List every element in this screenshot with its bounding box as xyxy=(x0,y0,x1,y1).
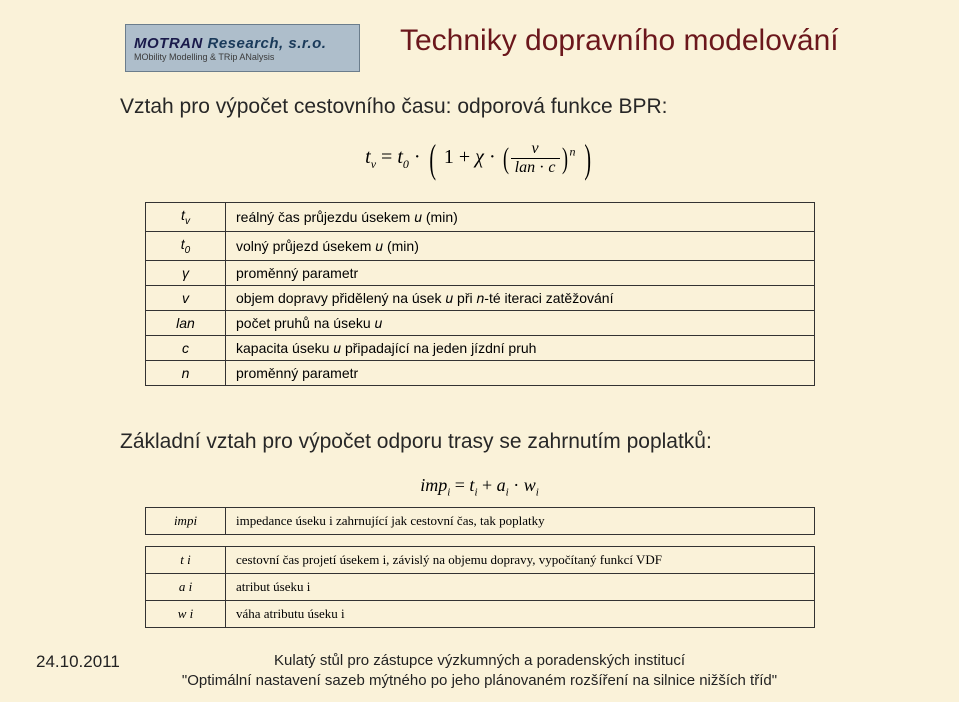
description-cell: kapacita úseku u připadající na jeden jí… xyxy=(226,335,815,360)
symbol-cell: w i xyxy=(146,601,226,628)
section-heading-bpr: Vztah pro výpočet cestovního času: odpor… xyxy=(120,95,667,119)
footer-line-2: "Optimální nastavení sazeb mýtného po je… xyxy=(0,671,959,691)
page-title: Techniky dopravního modelování xyxy=(400,24,940,58)
table-row: lanpočet pruhů na úseku u xyxy=(146,310,815,335)
footer-line-1: Kulatý stůl pro zástupce výzkumných a po… xyxy=(0,651,959,671)
logo-name: MOTRAN Research, s.r.o. xyxy=(134,35,326,52)
table-row: a iatribut úseku i xyxy=(146,574,815,601)
formula-bpr: tv = t0 · ( 1 + χ · ( v lan · c )n ) xyxy=(0,140,959,177)
symbol-cell: γ xyxy=(146,260,226,285)
description-cell: reálný čas průjezdu úsekem u (min) xyxy=(226,203,815,232)
table-row: t0volný průjezd úsekem u (min) xyxy=(146,231,815,260)
logo: MOTRAN Research, s.r.o. MObility Modelli… xyxy=(125,24,360,72)
description-cell: proměnný parametr xyxy=(226,360,815,385)
description-cell: impedance úseku i zahrnující jak cestovn… xyxy=(226,508,815,535)
description-cell: cestovní čas projetí úsekem i, závislý n… xyxy=(226,547,815,574)
symbol-cell: v xyxy=(146,285,226,310)
description-cell: objem dopravy přidělený na úsek u při n-… xyxy=(226,285,815,310)
table-row: vobjem dopravy přidělený na úsek u při n… xyxy=(146,285,815,310)
logo-subtitle: MObility Modelling & TRip ANalysis xyxy=(134,52,326,62)
parameters-table-bpr: tvreálný čas průjezdu úsekem u (min)t0vo… xyxy=(145,202,815,386)
table-row: nproměnný parametr xyxy=(146,360,815,385)
symbol-cell: tv xyxy=(146,203,226,232)
symbol-cell: n xyxy=(146,360,226,385)
slide-footer: Kulatý stůl pro zástupce výzkumných a po… xyxy=(0,651,959,690)
symbol-cell: c xyxy=(146,335,226,360)
symbol-cell: a i xyxy=(146,574,226,601)
description-cell: váha atributu úseku i xyxy=(226,601,815,628)
symbol-cell: lan xyxy=(146,310,226,335)
formula-impedance: impi = ti + ai · wi xyxy=(0,475,959,499)
section-heading-impedance: Základní vztah pro výpočet odporu trasy … xyxy=(120,430,712,454)
table-row: impiimpedance úseku i zahrnující jak ces… xyxy=(146,508,815,535)
table-row: ckapacita úseku u připadající na jeden j… xyxy=(146,335,815,360)
description-cell: proměnný parametr xyxy=(226,260,815,285)
description-cell: počet pruhů na úseku u xyxy=(226,310,815,335)
table-row: tvreálný čas průjezdu úsekem u (min) xyxy=(146,203,815,232)
table-row: t icestovní čas projetí úsekem i, závisl… xyxy=(146,547,815,574)
symbol-cell: t i xyxy=(146,547,226,574)
symbol-cell: t0 xyxy=(146,231,226,260)
table-row: w iváha atributu úseku i xyxy=(146,601,815,628)
table-row: γproměnný parametr xyxy=(146,260,815,285)
description-cell: volný průjezd úsekem u (min) xyxy=(226,231,815,260)
description-cell: atribut úseku i xyxy=(226,574,815,601)
symbol-cell: impi xyxy=(146,508,226,535)
parameters-table-impedance: impiimpedance úseku i zahrnující jak ces… xyxy=(145,507,815,628)
